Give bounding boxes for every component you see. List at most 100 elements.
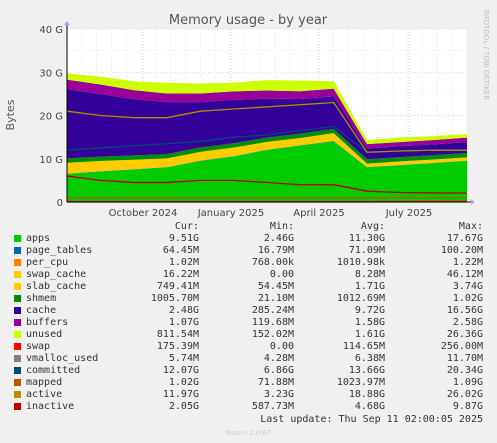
legend-name: active: [26, 389, 63, 400]
legend-avg: 1.58G: [354, 317, 385, 328]
legend-max: 1.22M: [452, 257, 483, 268]
y-tick-label: 30 G: [39, 68, 63, 79]
legend-cur: 64.45M: [162, 245, 199, 256]
legend-avg: 6.38M: [354, 353, 385, 364]
header-avg: Avg:: [360, 221, 385, 232]
legend-name: slab_cache: [26, 281, 87, 292]
legend-swatch: [14, 319, 21, 326]
legend-max: 3.74G: [452, 281, 483, 292]
legend-swatch: [14, 295, 21, 302]
legend-name: mapped: [26, 377, 63, 388]
legend-row: active 11.97G 3.23G 18.88G 26.02G: [0, 389, 497, 401]
area-apps: [67, 141, 467, 202]
x-tick-label: April 2025: [293, 208, 344, 219]
legend-cur: 1.02M: [168, 257, 199, 268]
legend-min: 768.00k: [251, 257, 294, 268]
legend-name: swap: [26, 341, 51, 352]
header-max: Max:: [458, 221, 483, 232]
x-tick-label: July 2025: [385, 208, 433, 219]
legend-row: per_cpu 1.02M 768.00k 1010.98k 1.22M: [0, 257, 497, 269]
legend-swatch: [14, 355, 21, 362]
legend-cur: 1.07G: [168, 317, 199, 328]
y-tick-labels: 0 10 G 20 G 30 G 40 G: [39, 25, 63, 209]
legend-swatch: [14, 259, 21, 266]
legend-avg: 11.30G: [348, 233, 385, 244]
x-tick-labels: October 2024 January 2025 April 2025 July 2…: [109, 208, 433, 219]
legend-swatch: [14, 283, 21, 290]
legend-swatch: [14, 235, 21, 242]
legend-avg: 1023.97M: [336, 377, 385, 388]
legend-name: inactive: [26, 401, 75, 412]
legend-swatch: [14, 367, 21, 374]
legend-avg: 1.61G: [354, 329, 385, 340]
legend-cur: 811.54M: [156, 329, 199, 340]
legend-cur: 16.22M: [162, 269, 199, 280]
legend-cur: 12.07G: [162, 365, 199, 376]
legend-max: 16.56G: [446, 305, 483, 316]
legend-name: buffers: [26, 317, 69, 328]
legend-row: apps 9.51G 2.46G 11.30G 17.67G: [0, 233, 497, 245]
x-tick-label: January 2025: [197, 208, 265, 219]
y-tick-label: 10 G: [39, 155, 63, 166]
legend-avg: 1.71G: [354, 281, 385, 292]
legend-name: page_tables: [26, 245, 93, 256]
legend-min: 0.00: [269, 341, 294, 352]
legend-avg: 1010.98k: [336, 257, 385, 268]
legend-max: 1.09G: [452, 377, 483, 388]
legend-swatch: [14, 271, 21, 278]
legend-row: shmem 1005.70M 21.10M 1012.69M 1.02G: [0, 293, 497, 305]
munin-version: Munin 2.0.67: [225, 429, 272, 437]
area-buffers: [67, 79, 467, 149]
legend-row: unused 811.54M 152.02M 1.61G 26.36G: [0, 329, 497, 341]
chart-title: Memory usage - by year: [169, 13, 328, 28]
legend-max: 20.34G: [446, 365, 483, 376]
legend-cur: 1005.70M: [150, 293, 199, 304]
legend-swatch: [14, 391, 21, 398]
legend-row: mapped 1.02G 71.88M 1023.97M 1.09G: [0, 377, 497, 389]
legend-swatch: [14, 331, 21, 338]
legend-name: per_cpu: [26, 257, 69, 268]
legend-cur: 11.97G: [162, 389, 199, 400]
legend-avg: 18.88G: [348, 389, 385, 400]
legend-row: committed 12.07G 6.86G 13.66G 20.34G: [0, 365, 497, 377]
legend-min: 152.02M: [251, 329, 294, 340]
legend-swatch: [14, 403, 21, 410]
line-active: [66, 101, 468, 153]
rrdtool-watermark: RRDTOOL / TOBI OETIKER: [482, 10, 490, 100]
legend-max: 100.20M: [440, 245, 483, 256]
legend-header: Cur: Min: Avg: Max:: [0, 221, 497, 233]
legend-name: shmem: [26, 293, 57, 304]
y-tick-label: 20 G: [39, 112, 63, 123]
header-cur: Cur:: [174, 221, 199, 232]
legend-max: 17.67G: [446, 233, 483, 244]
legend-row: vmalloc_used 5.74M 4.28M 6.38M 11.70M: [0, 353, 497, 365]
legend-max: 11.70M: [446, 353, 483, 364]
legend-avg: 4.68G: [354, 401, 385, 412]
legend-row: slab_cache 749.41M 54.45M 1.71G 3.74G: [0, 281, 497, 293]
line-inactive: [66, 175, 468, 194]
area-cache: [67, 89, 467, 160]
area-shmem: [67, 128, 467, 164]
legend-row: page_tables 64.45M 16.79M 71.09M 100.20M: [0, 245, 497, 257]
legend-min: 587.73M: [251, 401, 294, 412]
stacked-areas: [67, 73, 467, 202]
legend-min: 71.88M: [257, 377, 294, 388]
legend-row: inactive 2.05G 587.73M 4.68G 9.87G: [0, 401, 497, 413]
legend-max: 9.87G: [452, 401, 483, 412]
legend-avg: 9.72G: [354, 305, 385, 316]
legend-cur: 2.05G: [168, 401, 199, 412]
legend-avg: 71.09M: [348, 245, 385, 256]
legend-max: 26.02G: [446, 389, 483, 400]
legend-cur: 175.39M: [156, 341, 199, 352]
legend-min: 119.68M: [251, 317, 294, 328]
legend-max: 1.02G: [452, 293, 483, 304]
legend-name: unused: [26, 329, 63, 340]
legend-max: 46.12M: [446, 269, 483, 280]
y-tick-label: 0: [57, 198, 63, 209]
legend-row: buffers 1.07G 119.68M 1.58G 2.58G: [0, 317, 497, 329]
legend-swatch: [14, 307, 21, 314]
legend-avg: 13.66G: [348, 365, 385, 376]
y-tick-label: 40 G: [39, 25, 63, 36]
x-tick-label: October 2024: [109, 208, 178, 219]
